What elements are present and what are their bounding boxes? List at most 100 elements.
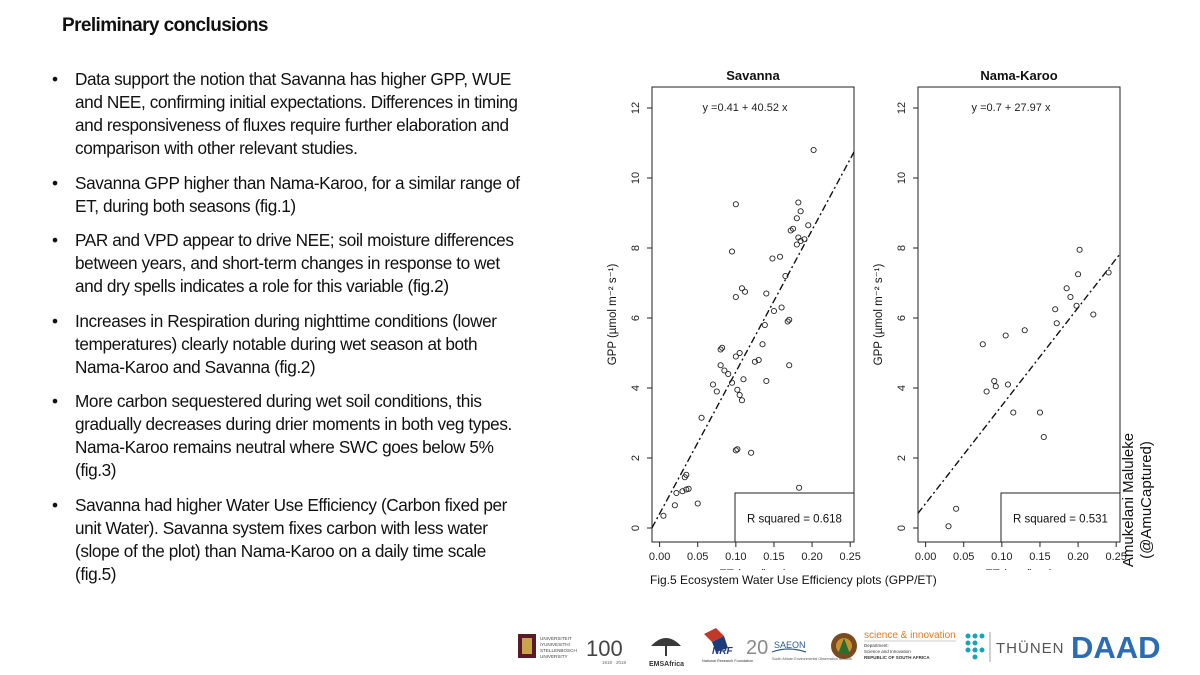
chart-2-data-point (1090, 311, 1097, 318)
savanna-panel: Savanna 0 2 4 6 8 10 12 0.00 0.05 0.10 0.15 0.20 0.25… (607, 68, 861, 570)
chart-1-data-point (784, 318, 791, 325)
nrf-logo: NRF National Research Foundation 20 (702, 628, 768, 663)
author-handle: (@AmuCaptured) (1138, 441, 1155, 559)
chart-1-data-point (728, 379, 736, 386)
chart-2-ytick-label: 8 (896, 245, 908, 251)
bullet-1: Data support the notion that Savanna has… (52, 68, 524, 160)
chart-1-data-point (763, 377, 770, 385)
chart-1-data-point (698, 414, 705, 421)
chart-1-data-point (761, 321, 768, 329)
figure-caption: Fig.5 Ecosystem Water Use Efficiency plo… (650, 573, 937, 587)
chart-1-data-point (709, 381, 717, 388)
chart-2-xtick-label: 0.25 (1105, 551, 1126, 563)
centenary-number: 100 (586, 636, 623, 661)
chart-1-data-point (796, 484, 803, 491)
chart-1-ytick-label: 10 (630, 172, 642, 184)
chart-2-ytick-label: 10 (896, 172, 908, 184)
chart-1-xlabel: ET (mm/hr⁻¹) (719, 569, 787, 570)
nrf-label: NRF (712, 646, 733, 657)
chart-1-data-point (805, 222, 812, 229)
chart-1-data-point (694, 500, 701, 507)
chart-1-xtick-label: 0.00 (649, 551, 670, 563)
chart-2-xtick-label: 0.20 (1067, 551, 1088, 563)
centenary-years: 1918 · 2018 (602, 660, 627, 665)
chart-1-data-point (683, 471, 690, 478)
chart-1-data-point (741, 288, 749, 295)
chart-1-data-point (793, 215, 800, 222)
chart-2-data-point (1075, 271, 1082, 278)
chart-2-data-point (1052, 306, 1059, 313)
chart-2-data-point (953, 505, 960, 512)
chart-1-ytick-label: 6 (630, 315, 642, 321)
chart-1-ytick-label: 2 (630, 455, 642, 461)
bullet-3: PAR and VPD appear to drive NEE; soil mo… (52, 229, 524, 298)
chart-1-ylabel: GPP (µmol m⁻² s⁻¹) (607, 264, 619, 366)
dsi-line-1: Department: (864, 643, 889, 648)
chart-1-data-point (770, 307, 778, 315)
chart-1-data-point (685, 485, 692, 492)
stellenbosch-line-2: iYUNIVESITHI (540, 642, 570, 647)
chart-1-data-point (769, 255, 776, 262)
chart-1-data-point (734, 386, 741, 393)
chart-1-ytick-label: 8 (630, 245, 642, 251)
stellenbosch-crest-inner-icon (522, 638, 532, 654)
chart-1-title: Savanna (726, 68, 780, 83)
chart-1-data-point (660, 512, 667, 519)
saeon-wave-icon (771, 648, 807, 653)
chart-1-data-point (719, 344, 726, 351)
author-credit: Amukelani Maluleke (@AmuCaptured) (1120, 375, 1156, 625)
conclusions-list: Data support the notion that Savanna has… (52, 68, 524, 597)
chart-1-data-point (671, 502, 678, 509)
chart-1-data-point (673, 489, 680, 497)
wue-figure: Savanna 0 2 4 6 8 10 12 0.00 0.05 0.10 0.15 0.20 0.25… (607, 68, 1127, 570)
chart-1-xtick-label: 0.20 (801, 551, 822, 563)
chart-1-xtick-label: 0.10 (725, 551, 746, 563)
partner-logos: UNIVERSITEIT iYUNIVESITHI STELLENBOSCH U… (518, 628, 1161, 668)
chart-1-data-point (717, 362, 724, 369)
chart-2-data-point (992, 383, 999, 390)
chart-2-ytick-label: 2 (896, 455, 908, 461)
nrf-anniversary: 20 (746, 637, 768, 659)
chart-1-fit-line (651, 151, 855, 529)
chart-1-data-point (786, 316, 793, 323)
chart-1-data-point (732, 353, 739, 360)
saeon-label: SAEON (774, 640, 806, 650)
chart-1-ytick-label: 4 (630, 385, 642, 391)
emsafrica-logo: EMSAfrica (649, 638, 684, 668)
dsi-line-3: REPUBLIC OF SOUTH AFRICA (864, 655, 930, 660)
chart-1-data-point (736, 349, 743, 357)
chart-2-data-point (1076, 246, 1083, 253)
stellenbosch-line-4: UNIVERSITY (540, 654, 568, 659)
stellenbosch-line-1: UNIVERSITEIT (540, 636, 572, 641)
chart-2-data-point (1021, 327, 1028, 334)
chart-1-data-point (782, 272, 789, 280)
chart-1-data-point (810, 146, 817, 154)
chart-1-data-point (751, 358, 758, 365)
dsi-line-2: Science and Innovation (864, 649, 911, 654)
author-name: Amukelani Maluleke (1120, 432, 1137, 568)
saeon-logo: SAEON South African Environmental Observ… (771, 640, 852, 661)
dsi-title: science & innovation (864, 630, 956, 641)
chart-2-data-point (1063, 285, 1070, 292)
chart-1-ytick-label: 0 (630, 525, 642, 531)
chart-2-xtick-label: 0.00 (915, 551, 936, 563)
chart-2-r-squared-box (1000, 492, 1121, 543)
chart-1-data-point (755, 356, 762, 364)
chart-2-xtick-label: 0.10 (991, 551, 1012, 563)
chart-2-ylabel: GPP (µmol m⁻² s⁻¹) (873, 264, 885, 366)
bullet-5: More carbon sequestered during wet soil … (52, 390, 524, 482)
chart-2-data-point (1073, 302, 1080, 309)
thuenen-dots-icon (965, 633, 985, 660)
chart-2-xtick-label: 0.05 (953, 551, 974, 563)
chart-1-data-point (797, 208, 804, 215)
emsafrica-label: EMSAfrica (649, 661, 684, 668)
chart-1-data-point (763, 290, 770, 297)
slide-title: Preliminary conclusions (62, 15, 268, 36)
chart-1-data-point (795, 199, 802, 206)
chart-1-data-point (759, 341, 766, 348)
chart-2-data-point (1040, 433, 1047, 441)
chart-1-r-squared-box (734, 492, 855, 543)
chart-1-data-point (679, 488, 686, 495)
chart-2-data-point (1002, 332, 1009, 339)
daad-label: DAAD (1071, 630, 1161, 665)
